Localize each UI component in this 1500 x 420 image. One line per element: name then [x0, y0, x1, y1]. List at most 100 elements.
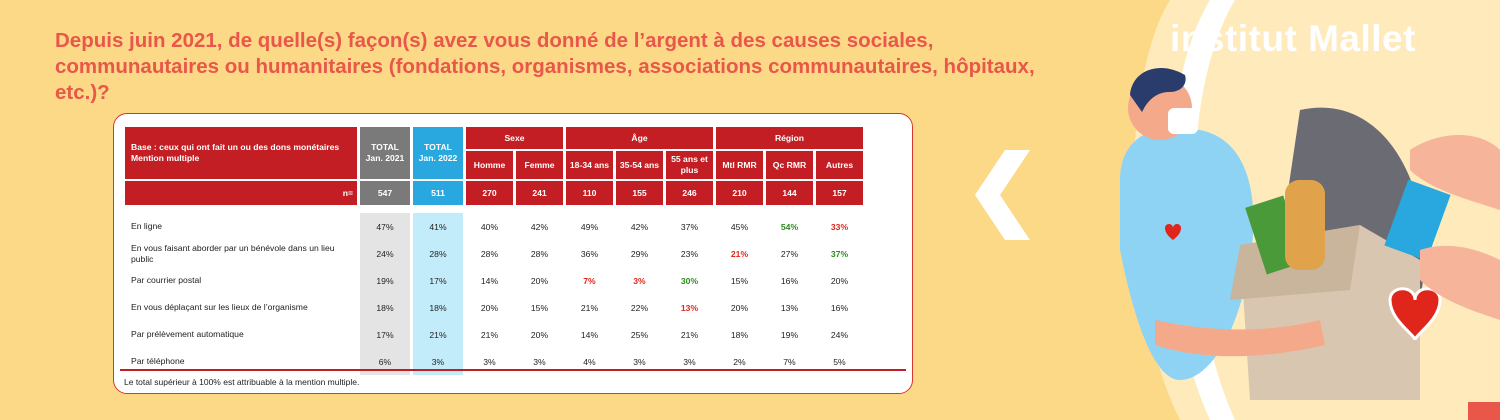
row-label: En ligne [131, 221, 163, 231]
cell-value: 20% [730, 302, 749, 313]
results-table: Base : ceux qui ont fait un ou des dons … [122, 127, 866, 375]
cell-value: 37% [830, 248, 849, 259]
cell-value: 7% [583, 275, 596, 286]
cell-value: 28% [413, 240, 463, 267]
row-label: Par téléphone [131, 356, 185, 366]
cell-value: 20% [830, 275, 849, 286]
brand-logo: institut Mallet [1170, 18, 1416, 59]
subcolumn-header: 35-54 ans [616, 149, 663, 179]
cell-value: 16% [830, 302, 849, 313]
cell-value: 20% [530, 329, 549, 340]
row-label: Par courrier postal [131, 275, 202, 285]
n-value: 110 [566, 179, 613, 205]
n-value: 547 [360, 179, 410, 205]
chevron-left-icon [975, 150, 1030, 240]
cell-value: 18% [413, 294, 463, 321]
cell-value: 33% [830, 221, 849, 232]
n-value: 210 [716, 179, 763, 205]
footnote: Le total supérieur à 100% est attribuabl… [124, 377, 360, 387]
cell-value: 21% [480, 329, 499, 340]
cell-value: 42% [530, 221, 549, 232]
n-value: 246 [666, 179, 713, 205]
table-row: Par prélèvement automatique 17% 21% 21% 20% 1… [125, 321, 863, 348]
group-region-header: Région [716, 127, 863, 149]
cell-value: 24% [360, 240, 410, 267]
cell-value: 15% [530, 302, 549, 313]
cell-value: 19% [780, 329, 799, 340]
n-value: 144 [766, 179, 813, 205]
cell-value: 20% [480, 302, 499, 313]
n-value: 511 [413, 179, 463, 205]
base-header: Base : ceux qui ont fait un ou des dons … [125, 127, 357, 179]
cell-value: 17% [360, 321, 410, 348]
corner-accent [1468, 402, 1500, 420]
cell-value: 2% [733, 356, 746, 367]
cell-value: 29% [630, 248, 649, 259]
cell-value: 7% [783, 356, 796, 367]
table-row: En ligne 47% 41% 40% 42% 49% 42% 37% 45% 54% 33% [125, 213, 863, 240]
base-note: Mention multiple [131, 153, 200, 163]
cell-value: 3% [683, 356, 696, 367]
footnote-divider [120, 369, 906, 371]
cell-value: 24% [830, 329, 849, 340]
subcolumn-header: Autres [816, 149, 863, 179]
cell-value: 49% [580, 221, 599, 232]
cell-value: 40% [480, 221, 499, 232]
cell-value: 3% [533, 356, 546, 367]
donation-illustration [1120, 0, 1500, 420]
cell-value: 5% [833, 356, 846, 367]
cell-value: 13% [680, 302, 699, 313]
cell-value: 13% [780, 302, 799, 313]
cell-value: 16% [780, 275, 799, 286]
cell-value: 28% [530, 248, 549, 259]
cell-value: 14% [580, 329, 599, 340]
cell-value: 4% [583, 356, 596, 367]
subcolumn-header: Homme [466, 149, 513, 179]
group-age-header: Âge [566, 127, 713, 149]
table-row: Par courrier postal 19% 17% 14% 20% 7% 3% 30% 15… [125, 267, 863, 294]
subcolumn-header: 18-34 ans [566, 149, 613, 179]
total-2021-header: TOTAL Jan. 2021 [360, 127, 410, 179]
cell-value: 3% [633, 275, 646, 286]
cell-value: 21% [730, 248, 749, 259]
cell-value: 3% [483, 356, 496, 367]
subcolumn-header: Qc RMR [766, 149, 813, 179]
cell-value: 22% [630, 302, 649, 313]
cell-value: 20% [530, 275, 549, 286]
cell-value: 45% [730, 221, 749, 232]
cell-value: 18% [360, 294, 410, 321]
subcolumn-header: 55 ans et plus [666, 149, 713, 179]
cell-value: 27% [780, 248, 799, 259]
total-2022-header: TOTAL Jan. 2022 [413, 127, 463, 179]
n-label: n= [125, 179, 357, 205]
cell-value: 54% [780, 221, 799, 232]
cell-value: 36% [580, 248, 599, 259]
cell-value: 30% [680, 275, 699, 286]
cell-value: 23% [680, 248, 699, 259]
row-label: Par prélèvement automatique [131, 329, 244, 339]
cell-value: 15% [730, 275, 749, 286]
n-value: 270 [466, 179, 513, 205]
row-label: En vous déplaçant sur les lieux de l’org… [131, 302, 308, 312]
cell-value: 17% [413, 267, 463, 294]
base-label: Base : ceux qui ont fait un ou des dons … [131, 142, 340, 152]
cell-value: 14% [480, 275, 499, 286]
cell-value: 28% [480, 248, 499, 259]
cell-value: 3% [633, 356, 646, 367]
n-value: 157 [816, 179, 863, 205]
cell-value: 25% [630, 329, 649, 340]
cell-value: 47% [360, 213, 410, 240]
n-value: 241 [516, 179, 563, 205]
cell-value: 37% [680, 221, 699, 232]
cell-value: 21% [580, 302, 599, 313]
subcolumn-header: Mtl RMR [716, 149, 763, 179]
subcolumn-header: Femme [516, 149, 563, 179]
cell-value: 21% [680, 329, 699, 340]
results-table-card: Base : ceux qui ont fait un ou des dons … [113, 113, 913, 394]
cell-value: 42% [630, 221, 649, 232]
question-title: Depuis juin 2021, de quelle(s) façon(s) … [55, 29, 1035, 104]
cell-value: 21% [413, 321, 463, 348]
cell-value: 19% [360, 267, 410, 294]
table-row: En vous faisant aborder par un bénévole … [125, 240, 863, 267]
row-label: En vous faisant aborder par un bénévole … [131, 242, 335, 264]
